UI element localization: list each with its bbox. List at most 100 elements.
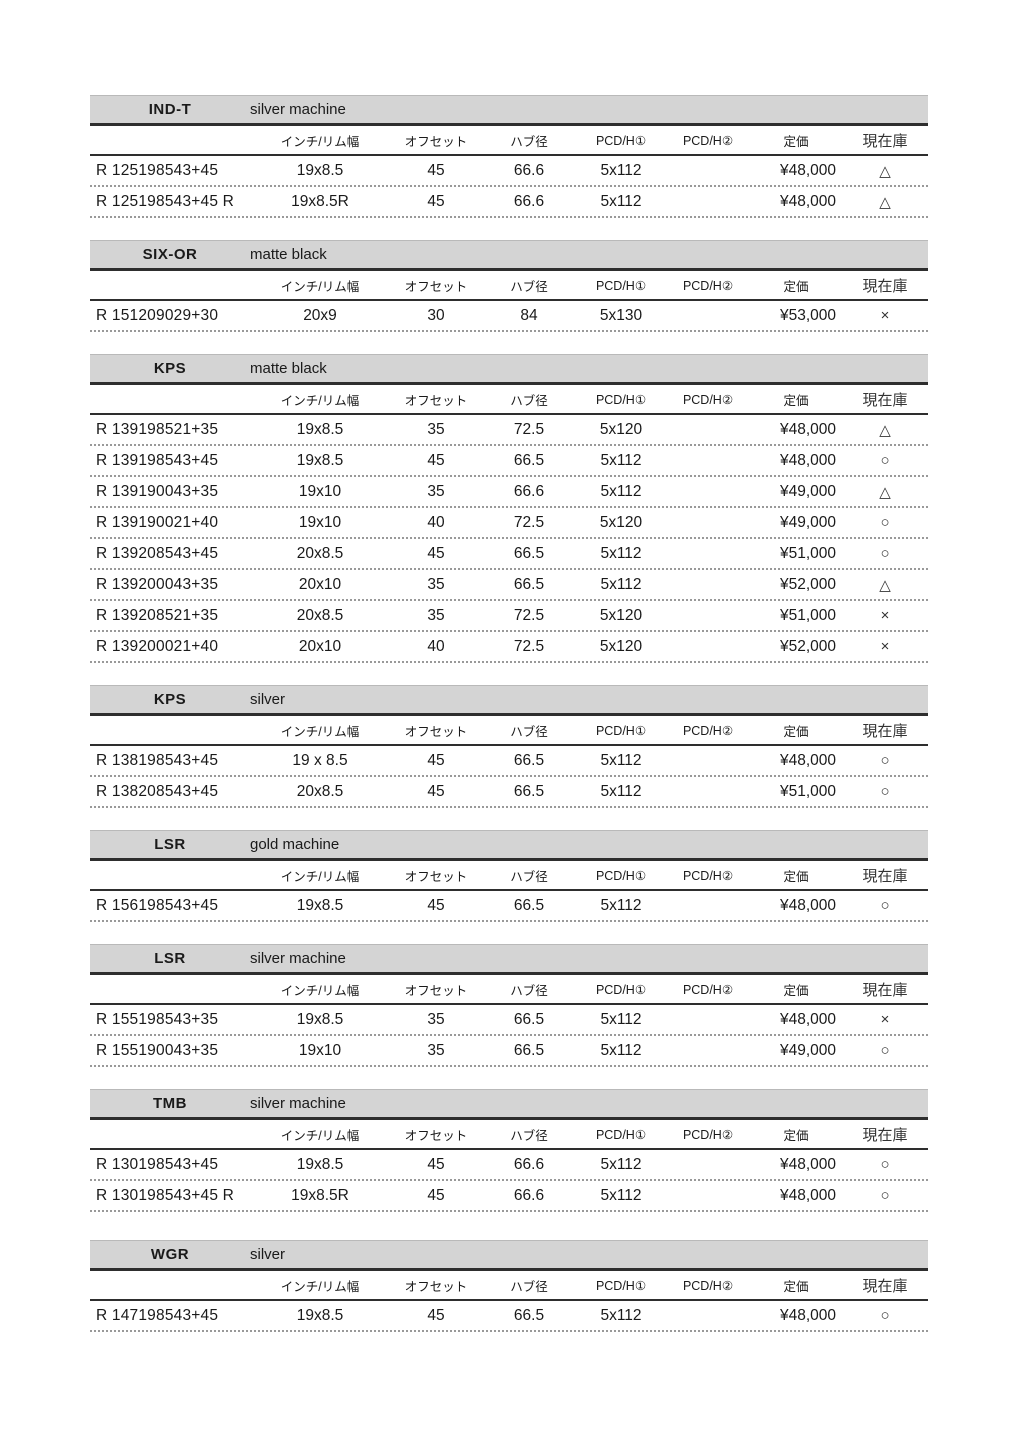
cell-pcd-h1: 5x112 — [600, 1041, 642, 1059]
col-header-hub: ハブ径 — [510, 134, 548, 149]
cell-pcd-h1: 5x112 — [600, 782, 642, 800]
col-header-stock: 現在庫 — [862, 391, 908, 409]
col-header-stock: 現在庫 — [862, 867, 908, 885]
col-header-offset: オフセット — [404, 1279, 468, 1294]
col-header-price: 定価 — [783, 134, 809, 149]
cell-pcd-h1: 5x112 — [600, 544, 642, 562]
model-header-bar: SIX-OR matte black — [90, 240, 928, 271]
col-header-rim-size: インチ/リム幅 — [280, 279, 360, 294]
cell-hub-diameter: 66.5 — [513, 451, 545, 469]
cell-rim-size: 19x8.5 — [296, 1306, 344, 1324]
cell-pcd-h1: 5x120 — [599, 420, 643, 438]
col-header-stock: 現在庫 — [862, 1126, 908, 1144]
cell-price: ¥48,000 — [779, 751, 836, 769]
cell-product-code: R 139200021+40 — [96, 637, 219, 655]
cell-stock-status: △ — [879, 576, 891, 594]
cell-price: ¥49,000 — [779, 1041, 836, 1059]
cell-product-code: R 155190043+35 — [96, 1041, 219, 1059]
cell-product-code: R 139208543+45 — [96, 544, 219, 562]
cell-hub-diameter: 72.5 — [513, 513, 545, 531]
cell-product-code: R 125198543+45 — [96, 161, 219, 179]
price-list-document: IND-T silver machine インチ/リム幅 オフセット ハブ径 P… — [90, 95, 928, 1354]
cell-stock-status: ○ — [880, 897, 890, 914]
table-row: R 139208521+35 20x8.5 35 72.5 5x120 ¥51,… — [90, 601, 928, 632]
cell-stock-status: ○ — [880, 1156, 890, 1173]
table-row: R 130198543+45 R 19x8.5R 45 66.6 5x112 ¥… — [90, 1181, 928, 1212]
model-name: LSR — [154, 836, 186, 853]
model-header-bar: IND-T silver machine — [90, 95, 928, 126]
wheel-model-table: LSR gold machine インチ/リム幅 オフセット ハブ径 PCD/H… — [90, 830, 928, 922]
col-header-price: 定価 — [783, 279, 809, 294]
cell-hub-diameter: 66.6 — [513, 1155, 545, 1173]
cell-stock-status: △ — [879, 421, 891, 439]
cell-hub-diameter: 66.5 — [513, 751, 545, 769]
cell-product-code: R 139200043+35 — [96, 575, 219, 593]
wheel-model-table: SIX-OR matte black インチ/リム幅 オフセット ハブ径 PCD… — [90, 240, 928, 332]
cell-offset: 40 — [427, 637, 445, 655]
col-header-pcd2: PCD/H② — [682, 133, 734, 148]
col-header-pcd1: PCD/H① — [595, 392, 647, 407]
column-header-row: インチ/リム幅 オフセット ハブ径 PCD/H① PCD/H② 定価 現在庫 — [90, 975, 928, 1005]
cell-offset: 40 — [427, 513, 445, 531]
cell-offset: 45 — [427, 1306, 445, 1324]
cell-rim-size: 19x10 — [298, 482, 342, 500]
col-header-price: 定価 — [783, 983, 809, 998]
cell-rim-size: 19x10 — [298, 513, 342, 531]
cell-pcd-h1: 5x112 — [600, 451, 642, 469]
cell-offset: 45 — [427, 161, 445, 179]
cell-price: ¥48,000 — [779, 896, 836, 914]
cell-stock-status: ○ — [880, 514, 890, 531]
table-row: R 138208543+45 20x8.5 45 66.5 5x112 ¥51,… — [90, 777, 928, 808]
cell-pcd-h1: 5x112 — [600, 751, 642, 769]
cell-price: ¥52,000 — [779, 575, 836, 593]
cell-pcd-h1: 5x112 — [600, 1155, 642, 1173]
cell-rim-size: 19x10 — [298, 1041, 342, 1059]
cell-stock-status: × — [880, 607, 890, 624]
col-header-stock: 現在庫 — [862, 722, 908, 740]
model-header-bar: KPS silver — [90, 685, 928, 716]
table-rows: R 125198543+45 19x8.5 45 66.6 5x112 ¥48,… — [90, 156, 928, 218]
cell-offset: 45 — [427, 1186, 445, 1204]
model-header-bar: TMB silver machine — [90, 1089, 928, 1120]
cell-offset: 45 — [427, 782, 445, 800]
column-header-row: インチ/リム幅 オフセット ハブ径 PCD/H① PCD/H② 定価 現在庫 — [90, 385, 928, 415]
cell-offset: 35 — [427, 420, 445, 438]
col-header-pcd2: PCD/H② — [682, 1127, 734, 1142]
col-header-pcd1: PCD/H① — [595, 133, 647, 148]
col-header-pcd1: PCD/H① — [595, 1127, 647, 1142]
cell-rim-size: 19x8.5R — [291, 192, 349, 210]
col-header-offset: オフセット — [404, 134, 468, 149]
cell-rim-size: 19 x 8.5 — [292, 751, 348, 769]
table-row: R 155198543+35 19x8.5 35 66.5 5x112 ¥48,… — [90, 1005, 928, 1036]
cell-offset: 45 — [427, 751, 445, 769]
col-header-price: 定価 — [783, 393, 809, 408]
cell-pcd-h1: 5x112 — [600, 1186, 642, 1204]
cell-stock-status: ○ — [880, 1042, 890, 1059]
table-rows: R 147198543+45 19x8.5 45 66.5 5x112 ¥48,… — [90, 1301, 928, 1332]
cell-product-code: R 156198543+45 — [96, 896, 219, 914]
cell-stock-status: ○ — [880, 752, 890, 769]
model-name: KPS — [153, 360, 187, 377]
table-row: R 139200043+35 20x10 35 66.5 5x112 ¥52,0… — [90, 570, 928, 601]
cell-product-code: R 139208521+35 — [96, 606, 219, 624]
table-row: R 138198543+45 19 x 8.5 45 66.5 5x112 ¥4… — [90, 746, 928, 777]
col-header-offset: オフセット — [404, 869, 468, 884]
col-header-stock: 現在庫 — [862, 132, 908, 150]
cell-offset: 35 — [427, 606, 445, 624]
cell-product-code: R 151209029+30 — [96, 306, 219, 324]
model-name: WGR — [150, 1246, 190, 1263]
cell-stock-status: △ — [879, 162, 891, 180]
cell-pcd-h1: 5x112 — [600, 1306, 642, 1324]
column-header-row: インチ/リム幅 オフセット ハブ径 PCD/H① PCD/H② 定価 現在庫 — [90, 126, 928, 156]
cell-price: ¥48,000 — [779, 1010, 836, 1028]
col-header-rim-size: インチ/リム幅 — [280, 983, 360, 998]
table-rows: R 139198521+35 19x8.5 35 72.5 5x120 ¥48,… — [90, 415, 928, 663]
col-header-stock: 現在庫 — [862, 277, 908, 295]
cell-pcd-h1: 5x130 — [599, 306, 643, 324]
table-row: R 147198543+45 19x8.5 45 66.5 5x112 ¥48,… — [90, 1301, 928, 1332]
cell-product-code: R 130198543+45 R — [96, 1186, 235, 1204]
model-header-bar: LSR silver machine — [90, 944, 928, 975]
cell-product-code: R 139198521+35 — [96, 420, 219, 438]
table-row: R 155190043+35 19x10 35 66.5 5x112 ¥49,0… — [90, 1036, 928, 1067]
cell-price: ¥51,000 — [779, 782, 836, 800]
